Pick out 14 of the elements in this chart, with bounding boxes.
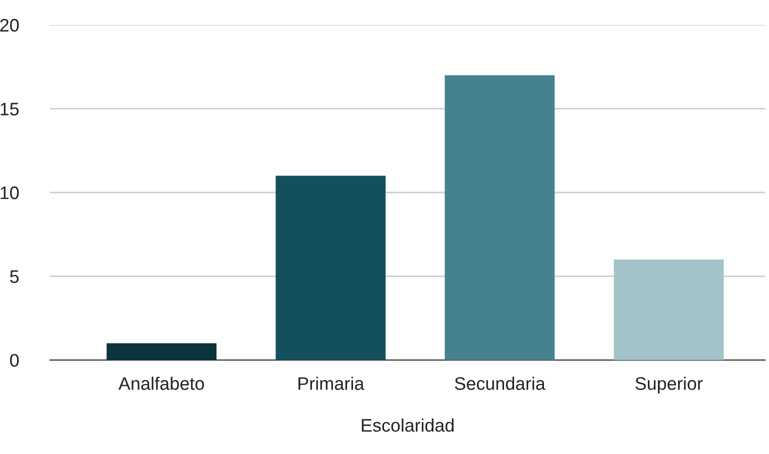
x-axis-title: Escolaridad xyxy=(362,418,454,432)
bar xyxy=(444,75,555,360)
y-tick-label: 5 xyxy=(10,270,19,283)
y-tick-label: 10 xyxy=(0,186,19,200)
y-tick-label: 0 xyxy=(10,354,19,367)
x-tick-label: Primaria xyxy=(298,376,364,390)
bar xyxy=(614,260,724,360)
x-tick-label: Secundaria xyxy=(454,376,546,390)
x-tick-label: Superior xyxy=(635,376,703,394)
x-tick-label: Analfabeto xyxy=(118,376,204,390)
bar xyxy=(106,343,217,360)
bar xyxy=(276,176,386,360)
y-tick-label: 20 xyxy=(0,18,19,32)
y-tick-label: 15 xyxy=(0,102,19,116)
